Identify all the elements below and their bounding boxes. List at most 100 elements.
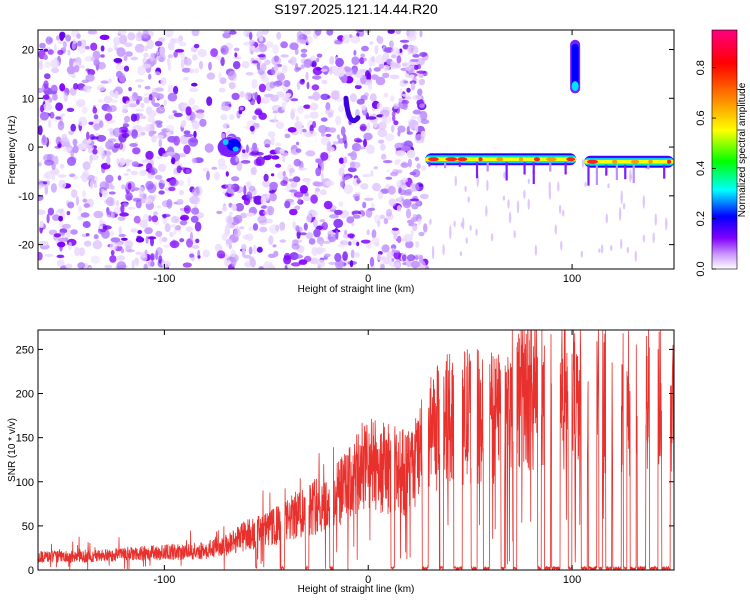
noise-blob bbox=[90, 180, 94, 190]
noise-blob bbox=[145, 86, 151, 90]
noise-blob bbox=[142, 64, 151, 69]
noise-blob bbox=[39, 222, 43, 228]
noise-blob bbox=[218, 158, 226, 166]
noise-blob bbox=[421, 119, 430, 124]
noise-blob bbox=[273, 244, 277, 247]
noise-blob bbox=[413, 110, 422, 115]
spectrogram-x-tick-label: 100 bbox=[563, 273, 581, 285]
noise-blob bbox=[321, 69, 328, 72]
streak-blob bbox=[523, 190, 525, 199]
noise-blob bbox=[324, 254, 331, 258]
noise-blob bbox=[148, 260, 155, 266]
noise-blob bbox=[56, 35, 59, 40]
noise-blob bbox=[351, 250, 355, 259]
noise-blob bbox=[177, 199, 184, 204]
noise-blob bbox=[342, 251, 348, 261]
noise-blob bbox=[334, 40, 343, 45]
noise-blob bbox=[139, 187, 144, 194]
noise-blob bbox=[226, 171, 229, 177]
noise-blob bbox=[421, 136, 424, 143]
noise-blob bbox=[124, 173, 130, 176]
noise-blob bbox=[167, 58, 170, 67]
noise-blob bbox=[159, 139, 163, 147]
noise-blob bbox=[94, 182, 97, 188]
streak-blob bbox=[507, 199, 509, 209]
colorbar-tick-label: 0.8 bbox=[695, 60, 707, 75]
noise-blob bbox=[97, 85, 106, 92]
noise-blob bbox=[193, 68, 199, 73]
streak-blob bbox=[449, 225, 451, 239]
noise-blob bbox=[411, 82, 415, 90]
noise-blob bbox=[325, 109, 334, 115]
noise-blob bbox=[397, 131, 400, 137]
noise-blob bbox=[39, 241, 49, 246]
noise-blob bbox=[225, 184, 235, 189]
noise-blob bbox=[114, 58, 123, 63]
noise-blob bbox=[351, 36, 361, 44]
noise-blob bbox=[374, 166, 378, 169]
noise-blob bbox=[253, 245, 257, 254]
noise-blob bbox=[416, 64, 421, 69]
noise-blob bbox=[134, 216, 141, 224]
streak-blob bbox=[629, 169, 631, 183]
noise-blob bbox=[275, 164, 281, 168]
noise-blob bbox=[246, 72, 254, 76]
noise-blob bbox=[382, 73, 389, 79]
signal-peak bbox=[496, 157, 503, 161]
noise-blob bbox=[174, 113, 183, 117]
noise-blob bbox=[246, 233, 253, 241]
noise-blob bbox=[282, 65, 288, 73]
noise-blob bbox=[159, 237, 162, 245]
signal-peak bbox=[667, 160, 671, 164]
noise-blob bbox=[407, 35, 417, 41]
noise-blob bbox=[315, 167, 321, 176]
noise-blob bbox=[132, 260, 135, 270]
streak-blob bbox=[528, 179, 530, 184]
noise-blob bbox=[244, 198, 250, 205]
noise-blob bbox=[164, 245, 170, 248]
noise-blob bbox=[51, 183, 57, 193]
noise-blob bbox=[162, 214, 171, 218]
noise-blob bbox=[187, 177, 190, 186]
noise-blob bbox=[377, 103, 383, 110]
noise-blob bbox=[234, 52, 237, 57]
noise-blob bbox=[139, 170, 147, 176]
noise-blob bbox=[325, 180, 334, 186]
noise-blob bbox=[129, 143, 138, 147]
streak-blob bbox=[557, 182, 559, 192]
noise-blob bbox=[210, 48, 218, 57]
noise-blob bbox=[234, 77, 237, 81]
noise-blob bbox=[276, 32, 281, 40]
noise-blob bbox=[359, 57, 364, 64]
noise-blob bbox=[338, 105, 344, 112]
noise-blob bbox=[113, 128, 122, 138]
noise-blob bbox=[94, 234, 99, 239]
noise-blob bbox=[353, 215, 361, 219]
noise-blob bbox=[146, 106, 153, 114]
spectrogram-y-tick-label: 20 bbox=[22, 45, 34, 57]
noise-blob bbox=[264, 174, 269, 182]
noise-blob bbox=[199, 119, 206, 127]
noise-blob bbox=[419, 103, 425, 108]
noise-blob bbox=[94, 114, 99, 119]
colorbar-tick-label: 0.0 bbox=[695, 261, 707, 276]
noise-blob bbox=[355, 85, 362, 89]
noise-blob bbox=[107, 48, 113, 53]
noise-blob bbox=[397, 197, 402, 202]
noise-blob bbox=[171, 157, 175, 164]
noise-blob bbox=[48, 49, 54, 55]
noise-blob bbox=[138, 85, 141, 88]
noise-blob bbox=[399, 98, 403, 102]
noise-blob bbox=[396, 63, 401, 68]
noise-blob bbox=[165, 28, 174, 37]
streak-blob bbox=[453, 221, 455, 228]
noise-blob bbox=[112, 148, 118, 153]
noise-blob bbox=[382, 115, 387, 123]
noise-blob bbox=[395, 262, 401, 269]
noise-blob bbox=[156, 135, 164, 139]
noise-blob bbox=[101, 80, 109, 83]
noise-blob bbox=[179, 42, 187, 47]
noise-blob bbox=[77, 262, 85, 269]
noise-blob bbox=[369, 41, 373, 44]
noise-blob bbox=[78, 117, 87, 127]
